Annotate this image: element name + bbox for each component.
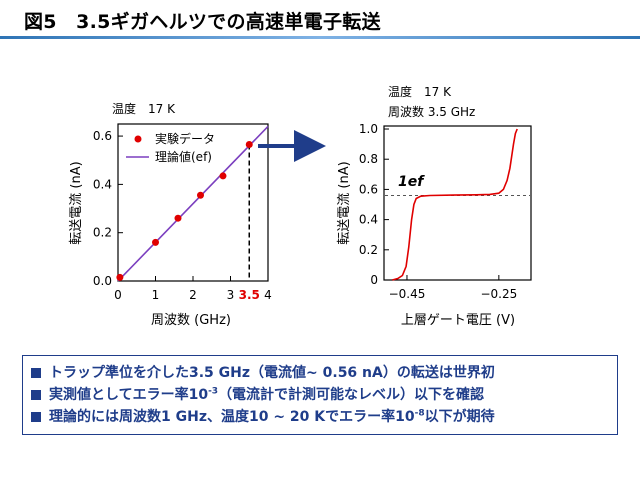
- chart1-x-tick-label: 3: [227, 288, 235, 302]
- summary-item: 実測値としてエラー率10-3（電流計で計測可能なレベル）以下を確認: [31, 384, 609, 406]
- summary-text-part: 以下が期待: [424, 409, 495, 425]
- square-bullet-icon: [31, 390, 41, 400]
- chart2-x-tick-labels: −0.45 −0.25: [389, 287, 518, 301]
- chart1-x-tick-label: 0: [114, 288, 122, 302]
- summary-text-part: トラップ準位を介した3.5 GHz（電流値~ 0.56 nA）の転送は世界初: [49, 365, 495, 381]
- chart2-x-tick-label: −0.25: [480, 287, 517, 301]
- chart2-ticks: [384, 128, 500, 281]
- square-bullet-icon: [31, 368, 41, 378]
- chart2-y-tick-label: 0.8: [359, 152, 378, 166]
- theory-line: [117, 125, 269, 282]
- summary-text-part: 理論的には周波数1 GHz、温度10 ~ 20 Kでエラー率10: [49, 409, 415, 425]
- page-title: 図5 3.5ギガヘルツでの高速単電子転送: [24, 11, 381, 33]
- summary-text: トラップ準位を介した3.5 GHz（電流値~ 0.56 nA）の転送は世界初: [49, 362, 495, 384]
- header-rule: [0, 36, 640, 39]
- summary-box: トラップ準位を介した3.5 GHz（電流値~ 0.56 nA）の転送は世界初 実…: [22, 355, 618, 435]
- chart1-x-tick-label: 1: [152, 288, 160, 302]
- chart1-ticks: [117, 135, 269, 282]
- summary-superscript: -3: [208, 386, 219, 397]
- chart1-y-tick-label: 0.4: [93, 177, 112, 191]
- frequency-chart: 温度 17 K 0.0 0.2 0.4 0.6 0 1 2 3 4 3.5 実験データ 理論値…: [69, 101, 272, 328]
- experiment-data-point: [152, 238, 159, 246]
- experiment-data-point: [174, 214, 182, 222]
- chart2-y-tick-label: 0.4: [359, 213, 378, 227]
- chart2-y-tick-label: 0: [370, 273, 378, 287]
- summary-text: 実測値としてエラー率10-3（電流計で計測可能なレベル）以下を確認: [49, 384, 484, 406]
- chart1-x-axis-label: 周波数 (GHz): [151, 313, 231, 328]
- charts-area: 温度 17 K 0.0 0.2 0.4 0.6 0 1 2 3 4 3.5 実験データ 理論値…: [69, 84, 532, 328]
- chart2-y-tick-label: 0.6: [359, 182, 378, 196]
- chart2-y-tick-labels: 0 0.2 0.4 0.6 0.8 1.0: [359, 122, 378, 287]
- header: 図5 3.5ギガヘルツでの高速単電子転送: [0, 0, 640, 39]
- summary-text: 理論的には周波数1 GHz、温度10 ~ 20 Kでエラー率10-8以下が期待: [49, 406, 495, 428]
- chart1-y-axis-label: 転送電流 (nA): [69, 161, 84, 244]
- summary-superscript: -8: [414, 408, 425, 419]
- summary-text-part: 実測値としてエラー率10: [49, 387, 209, 403]
- chart1-x-tick-labels: 0 1 2 3 4: [114, 288, 272, 302]
- experiment-data-point: [219, 172, 227, 180]
- transfer-current-curve: [392, 128, 518, 281]
- chart1-x-tick-label: 4: [264, 288, 272, 302]
- experiment-points: [116, 141, 253, 281]
- chart2-y-tick-label: 1.0: [359, 122, 378, 136]
- summary-item: トラップ準位を介した3.5 GHz（電流値~ 0.56 nA）の転送は世界初: [31, 362, 609, 384]
- chart1-x-tick-label: 2: [189, 288, 197, 302]
- chart2-x-tick-label: −0.45: [389, 287, 426, 301]
- chart2-y-axis-label: 転送電流 (nA): [337, 161, 352, 244]
- chart2-condition-label-1: 温度 17 K: [388, 84, 452, 99]
- chart2-condition-label-2: 周波数 3.5 GHz: [388, 104, 475, 119]
- experiment-data-point: [245, 141, 253, 149]
- chart2-y-tick-label: 0.2: [359, 243, 378, 257]
- chart1-condition-label: 温度 17 K: [112, 101, 176, 116]
- gate-voltage-chart: 温度 17 K 周波数 3.5 GHz 0 0.2 0.4 0.6 0.8 1.0 −0.…: [337, 84, 532, 328]
- ef-annotation: 1ef: [398, 174, 425, 190]
- chart1-y-tick-labels: 0.0 0.2 0.4 0.6: [93, 129, 112, 288]
- chart1-y-tick-label: 0.2: [93, 226, 112, 240]
- legend-label-theory: 理論値(ef): [155, 149, 212, 164]
- chart2-x-axis-label: 上層ゲート電圧 (V): [401, 313, 515, 328]
- highlight-3-5-label: 3.5: [239, 288, 260, 302]
- square-bullet-icon: [31, 412, 41, 422]
- legend-label-experiment: 実験データ: [155, 131, 215, 146]
- experiment-data-point: [197, 191, 204, 199]
- chart1-y-tick-label: 0.6: [93, 129, 112, 143]
- summary-item: 理論的には周波数1 GHz、温度10 ~ 20 Kでエラー率10-8以下が期待: [31, 406, 609, 428]
- experiment-data-point: [116, 273, 124, 281]
- chart1-y-tick-label: 0.0: [93, 274, 112, 288]
- summary-text-part: （電流計で計測可能なレベル）以下を確認: [218, 387, 485, 403]
- legend-marker-experiment: [134, 135, 142, 143]
- chart2-plot-frame: [383, 125, 532, 281]
